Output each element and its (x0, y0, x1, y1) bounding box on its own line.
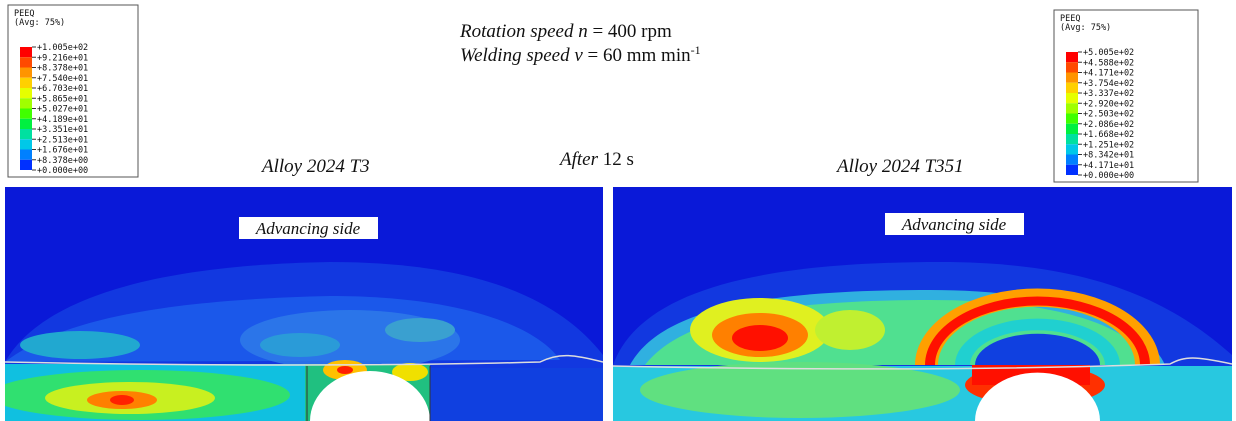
contour-plot: Advancing side (5, 187, 603, 421)
legend-label: +0.000e+00 (37, 166, 88, 176)
legend-swatch (1066, 82, 1078, 93)
legend-swatch (1066, 144, 1078, 155)
legend-label: +3.754e+02 (1083, 79, 1134, 89)
legend-swatch (20, 57, 32, 68)
legend-subtitle: (Avg: 75%) (1060, 23, 1111, 33)
legend-label: +6.703e+01 (37, 84, 88, 94)
legend-swatch (1066, 134, 1078, 145)
legend-swatch (20, 88, 32, 99)
legend-swatch (20, 77, 32, 88)
legend-label: +2.920e+02 (1083, 99, 1134, 109)
legend-swatch (1066, 93, 1078, 104)
legend-swatch (20, 98, 32, 109)
legend-label: +3.337e+02 (1083, 89, 1134, 99)
panel-title: Alloy 2024 T351 (835, 156, 964, 177)
legend-label: +2.503e+02 (1083, 110, 1134, 120)
panel-title: Alloy 2024 T3 (260, 156, 370, 177)
legend-label: +5.027e+01 (37, 105, 88, 115)
panel-label: Advancing side (255, 219, 361, 238)
legends: PEEQ(Avg: 75%)+1.005e+02+9.216e+01+8.378… (7, 4, 1199, 183)
legend-label: +1.005e+02 (37, 43, 88, 53)
legend-label: +2.513e+01 (37, 135, 88, 145)
legend-swatch (1066, 123, 1078, 134)
legend-swatch (20, 118, 32, 129)
legend-label: +8.378e+00 (37, 156, 88, 166)
legend-swatch (20, 129, 32, 140)
label-box (885, 213, 1024, 235)
legend-label: +3.351e+01 (37, 125, 88, 135)
legend-swatch (1066, 154, 1078, 165)
legend-swatch (20, 149, 32, 160)
legend-swatch (20, 47, 32, 58)
header-line-1: Rotation speed n = 400 rpm (459, 21, 672, 42)
legend-swatch (1066, 72, 1078, 83)
panel-label: Advancing side (901, 215, 1007, 234)
legend-label: +7.540e+01 (37, 74, 88, 84)
legend-swatch (1066, 164, 1078, 175)
legend-label: +1.251e+02 (1083, 140, 1134, 150)
legend-label: +4.588e+02 (1083, 58, 1134, 68)
legend-swatch (20, 159, 32, 170)
legend-swatch (1066, 113, 1078, 124)
legend-swatch (20, 108, 32, 119)
legend-label: +4.189e+01 (37, 115, 88, 125)
legend-title: PEEQ (14, 9, 34, 19)
legend-subtitle: (Avg: 75%) (14, 18, 65, 28)
legend-label: +8.378e+01 (37, 64, 88, 74)
legend-label: +4.171e+02 (1083, 69, 1134, 79)
legend-title: PEEQ (1060, 14, 1080, 24)
legend-swatch (20, 139, 32, 150)
legend-label: +4.171e+01 (1083, 161, 1134, 171)
legend-label: +1.676e+01 (37, 146, 88, 156)
legend-swatch (1066, 52, 1078, 63)
legend-label: +0.000e+00 (1083, 171, 1134, 181)
legend-label: +9.216e+01 (37, 53, 88, 63)
legend-label: +2.086e+02 (1083, 120, 1134, 130)
legend-label: +8.342e+01 (1083, 151, 1134, 161)
legend-swatch (1066, 62, 1078, 73)
legend-label: +1.668e+02 (1083, 130, 1134, 140)
legend-swatch (1066, 103, 1078, 114)
legend-label: +5.865e+01 (37, 94, 88, 104)
header-line-2: Welding speed v = 60 mm min-1 (460, 43, 701, 66)
contour-plot: Advancing side (613, 187, 1232, 421)
time-label: After 12 s (558, 149, 634, 170)
label-box (239, 217, 378, 239)
legend-swatch (20, 67, 32, 78)
legend-label: +5.005e+02 (1083, 48, 1134, 58)
